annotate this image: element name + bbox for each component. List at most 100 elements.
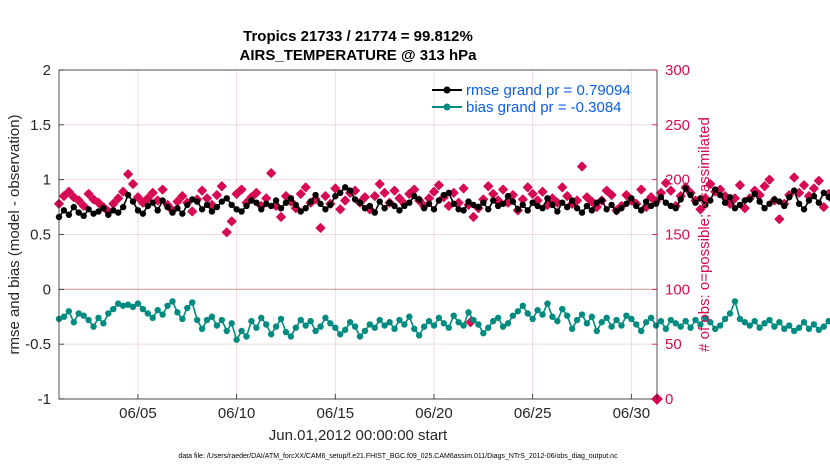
rmse-point [75,209,82,216]
obs-count-marker [468,212,479,222]
bias-point [139,305,147,313]
rmse-point [420,204,428,212]
rmse-point [583,202,591,210]
bias-point [573,316,581,324]
bias-point [115,300,122,307]
rmse-series [55,184,830,221]
bias-point [702,314,709,322]
obs-count-marker [705,179,716,189]
obs-count-marker [527,189,538,199]
rmse-point [95,208,102,215]
rmse-point [396,207,403,214]
rmse-point [554,208,561,215]
rmse-point [337,189,344,197]
bias-point [95,314,102,322]
bias-point [815,326,823,334]
bias-point [559,305,566,313]
rmse-point [198,206,206,213]
bias-point [672,320,679,327]
rmse-point [243,202,250,210]
bias-point [307,317,314,325]
bias-point [203,316,211,324]
rmse-point [608,201,615,209]
obs-count-marker [799,180,809,191]
rmse-point [628,195,635,202]
bias-point [642,319,650,326]
bias-point [726,310,734,317]
obs-count-marker [498,184,508,195]
rmse-point [613,208,620,215]
left-tick-label: -0.5 [25,336,51,353]
bias-point [327,320,334,327]
bias-point [337,331,344,338]
rmse-point [233,206,240,213]
rmse-point [761,204,768,212]
bias-point [445,324,452,331]
obs-count-marker [251,187,262,198]
obs-count-marker [221,227,232,238]
rmse-point [450,200,457,207]
bias-point [623,312,630,319]
rmse-point [361,204,369,212]
rmse-point [346,187,354,194]
rmse-point [184,201,191,209]
obs-count-marker [330,183,341,194]
bias-point [716,322,724,329]
obs-count-marker [113,193,124,204]
bias-point [119,302,127,309]
bias-point [253,324,260,331]
bias-point [248,317,255,325]
bias-point [751,317,758,325]
rmse-point [726,194,734,201]
rmse-point [820,189,827,197]
rmse-point [445,189,452,197]
data-file-footer: data file: /Users/raeder/DAI/ATM_forcXX/… [178,453,618,460]
obs-count-marker [276,212,286,222]
rmse-point [795,200,803,207]
rmse-point [815,199,823,206]
rmse-point [519,201,526,209]
bias-point [213,322,221,329]
right-tick-label: 300 [665,62,690,79]
obs-count-marker [483,181,494,192]
rmse-point [766,200,773,207]
chart-title-line2: AIRS_TEMPERATURE @ 313 hPa [240,47,478,64]
x-tick-label: 06/25 [514,405,552,422]
rmse-point [386,199,393,206]
bias-point [800,319,808,326]
rmse-point [307,198,314,205]
obs-count-marker [216,181,227,192]
legend-bias-marker [443,103,451,111]
bias-point [218,316,226,324]
rmse-point [544,195,551,202]
rmse-point [618,204,625,212]
bias-point [346,319,354,326]
rmse-point [790,187,798,194]
rmse-point [786,194,793,201]
bias-point [90,323,97,330]
rmse-point [746,196,753,203]
obs-count-marker [369,191,380,202]
rmse-point [662,199,670,206]
rmse-point [485,206,492,213]
rmse-point [119,203,127,211]
rmse-point [657,194,665,201]
rmse-point [149,199,156,206]
rmse-point [218,198,226,205]
left-tick-label: -1 [38,391,51,408]
rmse-point [465,198,472,205]
obs-count-marker [557,182,568,193]
bias-point [371,324,378,331]
rmse-point [134,207,142,214]
rmse-point [179,210,186,217]
bias-point [736,315,744,323]
bias-point [193,316,201,324]
bias-point [164,302,171,309]
rmse-point [376,198,383,205]
rmse-point [292,201,300,209]
rmse-point [174,204,181,212]
rmse-point [564,203,571,211]
obs-count-marker [226,216,237,227]
right-tick-label: 50 [665,336,682,353]
bias-point [401,321,408,328]
